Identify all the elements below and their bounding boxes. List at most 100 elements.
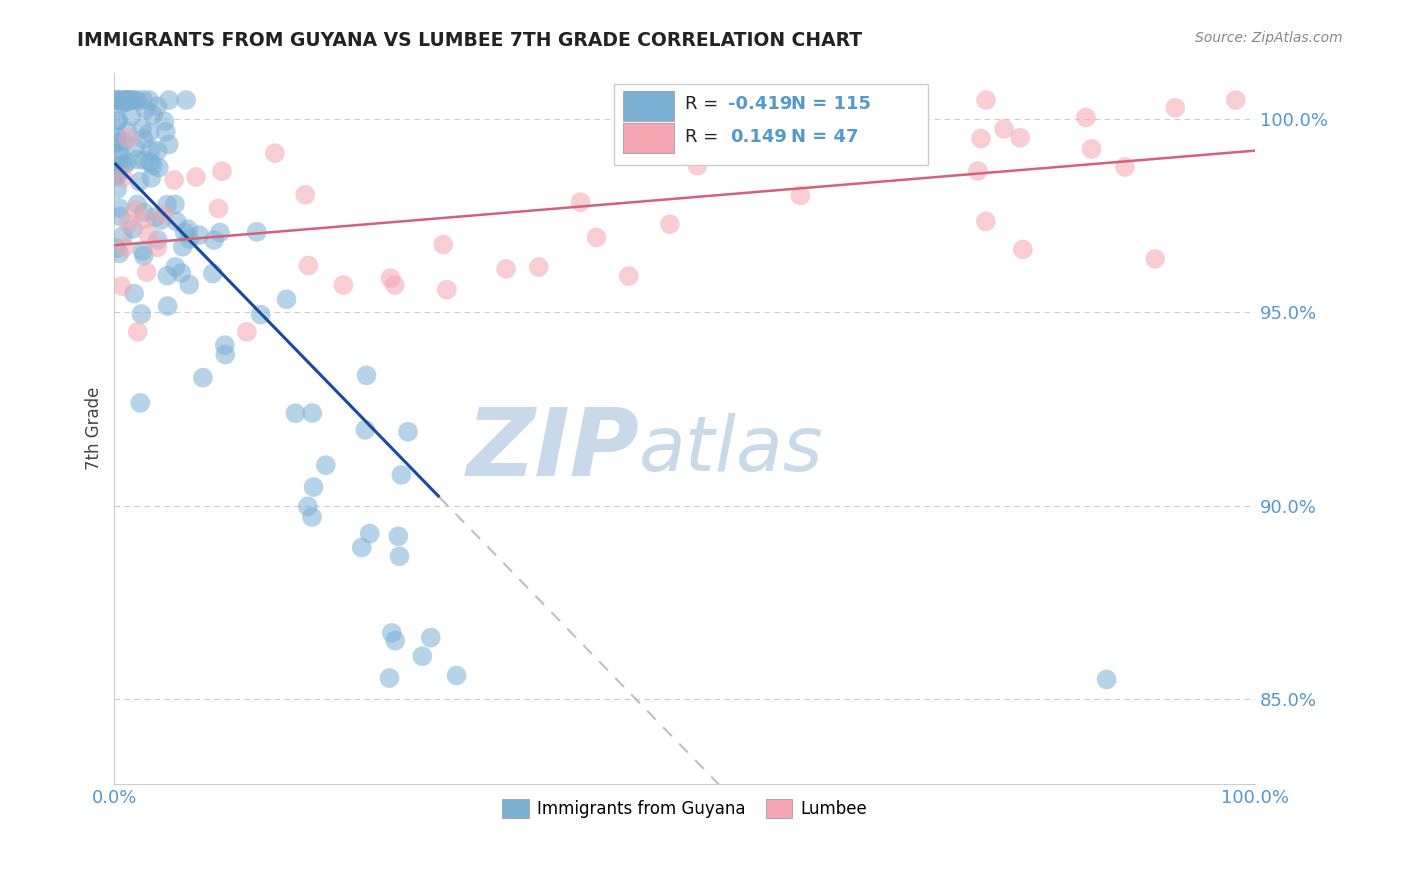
Text: 0.149: 0.149 xyxy=(730,128,787,146)
Point xyxy=(396,425,419,439)
Point xyxy=(121,109,143,123)
Point xyxy=(124,93,146,107)
Point xyxy=(138,126,160,140)
Point xyxy=(114,93,136,107)
Point xyxy=(111,93,134,107)
Point xyxy=(381,626,404,640)
Point xyxy=(170,266,193,280)
Point xyxy=(297,259,319,273)
Point xyxy=(105,114,128,128)
Point xyxy=(585,230,607,244)
Point xyxy=(264,146,287,161)
Point xyxy=(111,96,134,111)
Point xyxy=(495,261,517,276)
Point xyxy=(174,93,197,107)
Point xyxy=(191,370,214,384)
Point xyxy=(135,265,157,279)
Point xyxy=(118,93,141,107)
Point xyxy=(332,278,354,293)
Point xyxy=(142,158,165,172)
Point xyxy=(105,129,128,144)
Point xyxy=(359,526,381,541)
Point xyxy=(1011,243,1033,257)
Text: N = 47: N = 47 xyxy=(790,128,858,146)
Point xyxy=(211,164,233,178)
Point xyxy=(107,148,129,162)
Text: ZIP: ZIP xyxy=(467,404,638,496)
Point xyxy=(108,210,131,224)
Point xyxy=(142,108,165,122)
Point xyxy=(208,226,231,240)
Point xyxy=(354,423,377,437)
Point xyxy=(114,93,136,107)
Point xyxy=(350,541,373,555)
Point xyxy=(380,271,402,285)
Point xyxy=(246,225,269,239)
Point xyxy=(115,124,138,138)
Point xyxy=(301,510,323,524)
Point xyxy=(387,529,409,543)
Point xyxy=(188,228,211,243)
Point xyxy=(115,93,138,107)
Text: -0.419: -0.419 xyxy=(728,95,793,112)
Point xyxy=(112,135,135,149)
Text: R =: R = xyxy=(685,95,724,112)
Point xyxy=(134,153,156,168)
Point xyxy=(569,195,592,210)
Point xyxy=(146,144,169,158)
Point xyxy=(127,153,149,167)
Text: IMMIGRANTS FROM GUYANA VS LUMBEE 7TH GRADE CORRELATION CHART: IMMIGRANTS FROM GUYANA VS LUMBEE 7TH GRA… xyxy=(77,31,862,50)
Point xyxy=(132,249,155,263)
Point xyxy=(108,201,131,215)
Point xyxy=(236,325,259,339)
Point xyxy=(152,208,174,222)
Point xyxy=(214,347,236,361)
Point xyxy=(153,114,176,128)
Point xyxy=(105,182,128,196)
Point xyxy=(105,169,128,184)
Point xyxy=(124,140,146,154)
Point xyxy=(105,167,128,181)
Point xyxy=(686,159,709,173)
Point xyxy=(276,293,298,307)
Point xyxy=(1095,673,1118,687)
Point xyxy=(105,93,128,107)
Point xyxy=(1225,93,1247,107)
Text: N = 115: N = 115 xyxy=(790,95,870,112)
Point xyxy=(301,406,323,420)
Text: R =: R = xyxy=(685,128,724,146)
Point xyxy=(157,93,180,107)
Point xyxy=(527,260,550,274)
Point xyxy=(141,170,163,185)
Point xyxy=(131,307,153,321)
Point xyxy=(970,131,993,145)
Point xyxy=(294,187,316,202)
Point xyxy=(179,232,201,246)
Point xyxy=(1010,130,1032,145)
Point xyxy=(115,95,138,110)
Point xyxy=(143,210,166,224)
Point xyxy=(139,155,162,169)
Point xyxy=(378,671,401,685)
Point xyxy=(173,226,195,240)
Point xyxy=(201,267,224,281)
Point xyxy=(163,197,186,211)
Point xyxy=(131,121,153,136)
Point xyxy=(202,233,225,247)
Point xyxy=(105,93,128,107)
Point xyxy=(432,237,454,252)
Point xyxy=(110,279,132,293)
Point xyxy=(177,222,200,236)
Point xyxy=(974,93,997,107)
Point xyxy=(127,197,149,211)
Point xyxy=(967,164,990,178)
Point xyxy=(384,633,406,648)
Point xyxy=(124,202,146,217)
Point xyxy=(115,156,138,170)
Point xyxy=(419,631,441,645)
Point xyxy=(1080,142,1102,156)
Point xyxy=(389,467,412,482)
Point xyxy=(974,214,997,228)
FancyBboxPatch shape xyxy=(614,84,928,165)
Point xyxy=(179,277,201,292)
